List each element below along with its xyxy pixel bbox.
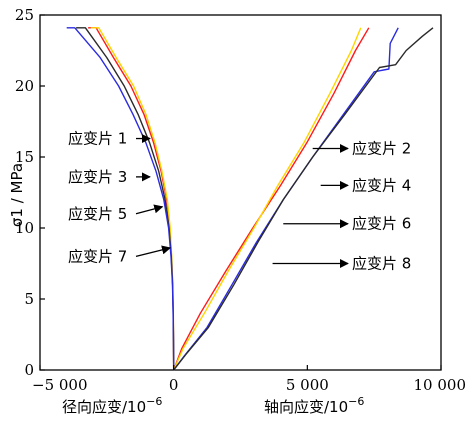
annotation-label-8: 应变片 8: [352, 255, 411, 273]
x-tick-label: −5 000: [32, 376, 88, 394]
y-axis-title-text: σ1 / MPa: [8, 163, 26, 227]
series-layer: [67, 28, 433, 370]
x-axis-title-left-exponent: −6: [146, 395, 162, 408]
x-axis-title-left: 径向应变/10−6: [62, 395, 162, 416]
series-line-1: [88, 28, 174, 370]
y-tick-label: 25: [15, 6, 34, 24]
annotation-label-2: 应变片 3: [68, 168, 127, 186]
y-tick-label: 5: [24, 290, 34, 308]
annotation-label-4: 应变片 7: [68, 247, 127, 265]
series-line-5: [174, 28, 369, 370]
series-line-7: [174, 28, 399, 370]
y-tick-label: 20: [15, 77, 34, 95]
annotation-label-7: 应变片 6: [352, 215, 411, 233]
annotation-label-3: 应变片 5: [68, 205, 127, 223]
annotation-label-6: 应变片 4: [352, 176, 411, 194]
annotation-arrow-3: [136, 207, 162, 214]
x-tick-label: 5 000: [286, 376, 329, 394]
annotation-label-1: 应变片 1: [68, 130, 127, 148]
x-tick-label: 0: [169, 376, 179, 394]
x-axis-title-right-text: 轴向应变/10: [264, 398, 348, 416]
annotation-arrow-4: [136, 248, 170, 257]
y-axis-title: σ1 / MPa: [8, 163, 26, 227]
series-line-6: [174, 28, 361, 370]
series-line-3: [76, 28, 174, 370]
x-axis-title-right-exponent: −6: [348, 395, 364, 408]
x-axis-title-right: 轴向应变/10−6: [264, 395, 364, 416]
annotation-label-5: 应变片 2: [352, 139, 411, 157]
x-tick-label: 10 000: [414, 376, 467, 394]
x-axis-title-left-text: 径向应变/10: [62, 398, 146, 416]
series-line-2: [91, 28, 174, 370]
y-tick-label: 0: [24, 361, 34, 379]
